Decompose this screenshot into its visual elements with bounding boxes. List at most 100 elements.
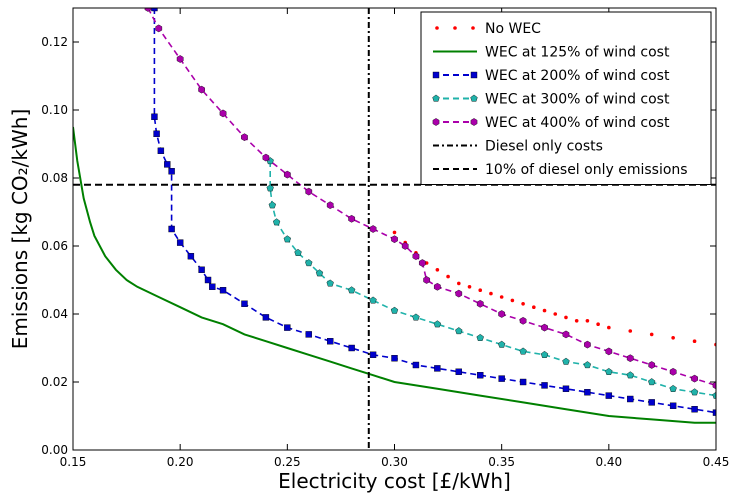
data-point <box>585 319 590 323</box>
data-point <box>284 324 291 331</box>
legend-label: 10% of diesel only emissions <box>485 162 688 178</box>
data-point <box>605 367 613 375</box>
y-tick-label: 0.08 <box>41 171 68 185</box>
data-point <box>412 313 420 321</box>
data-point <box>669 384 677 392</box>
y-tick-label: 0.00 <box>41 443 68 457</box>
data-point <box>315 269 324 277</box>
data-point <box>574 319 579 323</box>
data-point <box>519 316 527 325</box>
data-point <box>669 402 677 409</box>
series-line-2 <box>73 126 716 424</box>
data-point <box>176 55 184 63</box>
data-point <box>649 332 654 337</box>
data-point <box>691 374 698 383</box>
data-point <box>144 8 152 12</box>
x-tick-label: 0.45 <box>703 455 730 469</box>
x-tick-label: 0.15 <box>60 455 87 469</box>
data-point <box>562 330 570 339</box>
data-point <box>671 336 675 340</box>
data-point <box>712 409 716 416</box>
data-point <box>305 259 313 267</box>
data-point <box>204 276 212 284</box>
data-point <box>187 252 195 260</box>
data-point <box>424 261 429 265</box>
data-point <box>648 399 655 406</box>
data-point <box>391 355 398 362</box>
data-point <box>209 283 216 290</box>
data-point <box>434 282 441 291</box>
data-point <box>478 288 483 293</box>
data-point <box>489 291 493 296</box>
data-point <box>605 347 613 356</box>
data-point <box>596 322 600 327</box>
x-tick-label: 0.25 <box>274 455 301 469</box>
data-point <box>519 347 527 355</box>
data-point <box>164 161 171 168</box>
data-point <box>419 259 426 267</box>
data-point <box>692 339 697 344</box>
data-point <box>669 367 677 376</box>
data-point <box>476 333 484 341</box>
data-point <box>268 201 277 209</box>
data-point <box>628 329 633 333</box>
data-point <box>541 382 548 389</box>
data-point <box>583 361 592 369</box>
data-point <box>266 184 274 192</box>
data-point <box>326 279 334 287</box>
data-point <box>168 167 175 175</box>
data-point <box>498 375 505 382</box>
x-axis-label: Electricity cost [£/kWh] <box>278 469 511 493</box>
data-point <box>435 268 440 272</box>
data-point <box>262 153 270 162</box>
legend-marker <box>471 26 475 30</box>
data-point <box>219 287 227 294</box>
x-tick-label: 0.35 <box>488 455 515 469</box>
data-point <box>648 378 656 386</box>
data-point <box>648 361 655 369</box>
legend-label: No WEC <box>485 21 541 37</box>
data-point <box>477 372 484 379</box>
y-tick-label: 0.02 <box>41 375 68 389</box>
data-point <box>627 395 634 403</box>
data-point <box>564 315 568 320</box>
data-point <box>446 274 450 279</box>
y-axis-label: Emissions [kg CO₂/kWh] <box>8 109 32 350</box>
data-point <box>294 248 302 256</box>
series-2 <box>73 126 716 424</box>
data-point <box>562 357 570 365</box>
data-point <box>284 170 291 179</box>
data-point <box>369 225 377 233</box>
data-point <box>521 302 525 306</box>
data-point <box>176 239 184 246</box>
legend-marker <box>432 118 440 126</box>
data-point <box>272 218 281 226</box>
data-point <box>151 8 158 12</box>
data-point <box>607 325 611 330</box>
x-tick-label: 0.30 <box>381 455 408 469</box>
data-point <box>348 214 355 223</box>
data-point <box>305 187 313 196</box>
data-point <box>712 381 716 390</box>
y-tick-label: 0.10 <box>41 103 68 117</box>
data-point <box>369 296 377 304</box>
data-point <box>712 391 716 399</box>
data-point <box>584 389 591 396</box>
data-point <box>542 308 547 313</box>
data-point <box>498 310 505 318</box>
data-point <box>326 201 334 210</box>
data-point <box>519 378 527 386</box>
legend-marker <box>453 26 457 30</box>
x-tick-label: 0.20 <box>167 455 194 469</box>
data-point <box>455 327 463 335</box>
data-point <box>626 371 634 379</box>
data-point <box>327 338 334 345</box>
data-point <box>412 252 420 261</box>
legend-label: WEC at 400% of wind cost <box>485 115 670 131</box>
data-point <box>241 133 248 142</box>
data-point <box>401 242 409 250</box>
data-point <box>457 281 461 286</box>
series-3 <box>151 8 716 416</box>
legend-marker <box>432 94 440 102</box>
